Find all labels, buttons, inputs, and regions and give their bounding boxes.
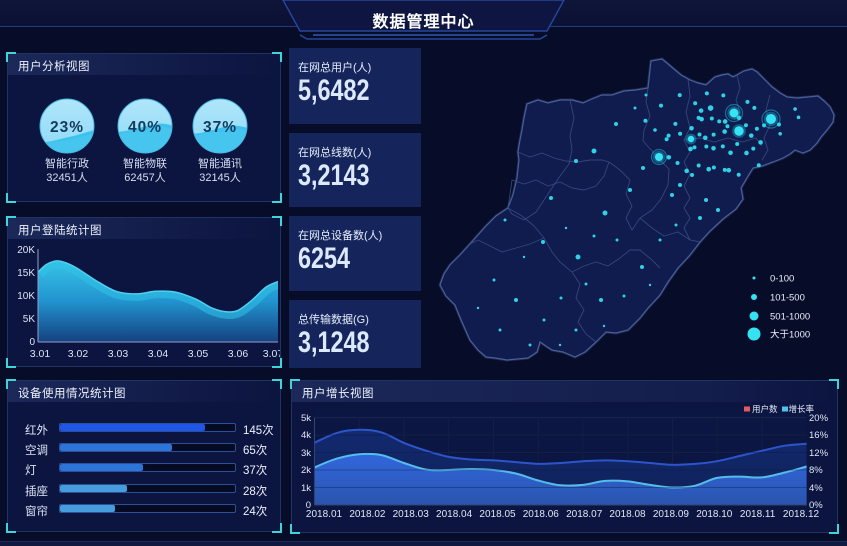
svg-text:2018.07: 2018.07 <box>566 509 603 520</box>
svg-text:4k: 4k <box>301 430 311 441</box>
svg-text:用户数: 用户数 <box>752 404 778 414</box>
svg-text:3.03: 3.03 <box>108 348 129 360</box>
svg-text:0: 0 <box>306 500 311 511</box>
svg-text:12%: 12% <box>809 448 829 459</box>
svg-text:2018.05: 2018.05 <box>479 509 516 520</box>
svg-text:3.06: 3.06 <box>228 348 249 360</box>
svg-text:10K: 10K <box>17 291 35 302</box>
svg-text:3.07: 3.07 <box>263 348 280 360</box>
svg-text:3.05: 3.05 <box>188 348 209 360</box>
svg-text:2018.02: 2018.02 <box>349 509 386 520</box>
svg-text:3k: 3k <box>301 448 311 459</box>
svg-text:0-100: 0-100 <box>770 274 794 285</box>
svg-text:2018.06: 2018.06 <box>523 509 560 520</box>
svg-text:40%: 40% <box>128 119 162 136</box>
svg-text:1k: 1k <box>301 483 311 494</box>
svg-text:2018.01: 2018.01 <box>306 509 343 520</box>
svg-text:0%: 0% <box>809 500 823 511</box>
svg-text:2018.12: 2018.12 <box>783 509 820 520</box>
svg-text:增长率: 增长率 <box>789 404 815 414</box>
svg-text:3.01: 3.01 <box>30 348 51 360</box>
svg-text:8%: 8% <box>809 465 823 476</box>
svg-text:501-1000: 501-1000 <box>770 312 810 323</box>
svg-text:3.04: 3.04 <box>148 348 169 360</box>
svg-text:101-500: 101-500 <box>770 293 805 304</box>
svg-text:16%: 16% <box>809 430 829 441</box>
svg-text:2018.03: 2018.03 <box>393 509 430 520</box>
svg-text:2018.10: 2018.10 <box>696 509 733 520</box>
svg-text:5K: 5K <box>23 314 36 325</box>
svg-text:20%: 20% <box>809 413 829 424</box>
svg-text:2k: 2k <box>301 465 311 476</box>
svg-text:2018.09: 2018.09 <box>653 509 690 520</box>
svg-text:2018.04: 2018.04 <box>436 509 473 520</box>
svg-text:2018.08: 2018.08 <box>609 509 646 520</box>
svg-text:23%: 23% <box>50 119 84 136</box>
svg-text:大于1000: 大于1000 <box>770 329 810 341</box>
svg-text:20K: 20K <box>17 245 35 256</box>
svg-text:37%: 37% <box>203 119 237 136</box>
svg-text:15K: 15K <box>17 268 35 279</box>
svg-text:5k: 5k <box>301 413 311 424</box>
svg-text:3.02: 3.02 <box>68 348 89 360</box>
svg-text:0: 0 <box>29 337 35 348</box>
svg-text:2018.11: 2018.11 <box>740 509 776 520</box>
svg-text:4%: 4% <box>809 483 823 494</box>
